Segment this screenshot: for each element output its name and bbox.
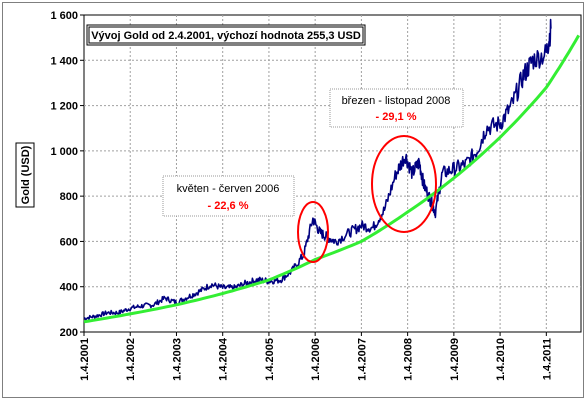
x-tick-label: 1.4.2010 bbox=[495, 338, 507, 381]
annotation-2008: březen - listopad 2008 - 29,1 % bbox=[329, 88, 464, 128]
x-tick-label: 1.4.2004 bbox=[218, 337, 230, 381]
x-tick-label: 1.4.2008 bbox=[403, 338, 415, 381]
annotation-2008-label: březen - listopad 2008 bbox=[342, 95, 451, 107]
y-axis-label-box: Gold (USD) bbox=[15, 142, 35, 208]
y-tick-label: 1 400 bbox=[50, 55, 78, 67]
annotation-2006: květen - červen 2006 - 22,6 % bbox=[162, 175, 295, 217]
x-tick-label: 1.4.2009 bbox=[449, 338, 461, 381]
y-tick-label: 800 bbox=[60, 191, 78, 203]
highlight-ellipse-2006 bbox=[297, 201, 329, 263]
x-tick-label: 1.4.2005 bbox=[264, 338, 276, 381]
chart-title-box: Vývoj Gold od 2.4.2001, výchozí hodnota … bbox=[86, 24, 366, 46]
y-tick-label: 1 600 bbox=[50, 10, 78, 22]
trend-line bbox=[83, 34, 581, 324]
series-layer bbox=[83, 18, 581, 324]
x-tick-label: 1.4.2002 bbox=[125, 338, 137, 381]
y-axis-label: Gold (USD) bbox=[20, 145, 32, 204]
y-tick-label: 1 000 bbox=[50, 146, 78, 158]
x-tick-label: 1.4.2011 bbox=[541, 338, 553, 380]
y-tick-label: 1 200 bbox=[50, 101, 78, 113]
y-tick-label: 200 bbox=[60, 327, 78, 339]
x-tick-label: 1.4.2006 bbox=[310, 338, 322, 381]
grid-lines bbox=[84, 15, 581, 332]
annotation-2006-label: květen - červen 2006 bbox=[177, 183, 280, 195]
y-tick-label: 400 bbox=[60, 282, 78, 294]
x-tick-label: 1.4.2001 bbox=[79, 338, 91, 381]
annotation-2006-value: - 22,6 % bbox=[208, 200, 249, 212]
highlight-ellipse-2008 bbox=[371, 135, 437, 233]
annotation-2008-value: - 29,1 % bbox=[376, 111, 417, 123]
x-axis-ticks: 1.4.2001 1.4.2002 1.4.2003 1.4.2004 1.4.2005… bbox=[79, 332, 553, 381]
gold-price-line bbox=[83, 18, 552, 321]
plot-area bbox=[83, 14, 582, 333]
x-tick-label: 1.4.2003 bbox=[171, 338, 183, 381]
y-axis-ticks: 200 400 600 800 1 000 1 200 1 400 1 600 bbox=[50, 10, 84, 339]
x-tick-label: 1.4.2007 bbox=[356, 338, 368, 381]
y-tick-label: 600 bbox=[60, 236, 78, 248]
chart-title: Vývoj Gold od 2.4.2001, výchozí hodnota … bbox=[91, 30, 361, 42]
